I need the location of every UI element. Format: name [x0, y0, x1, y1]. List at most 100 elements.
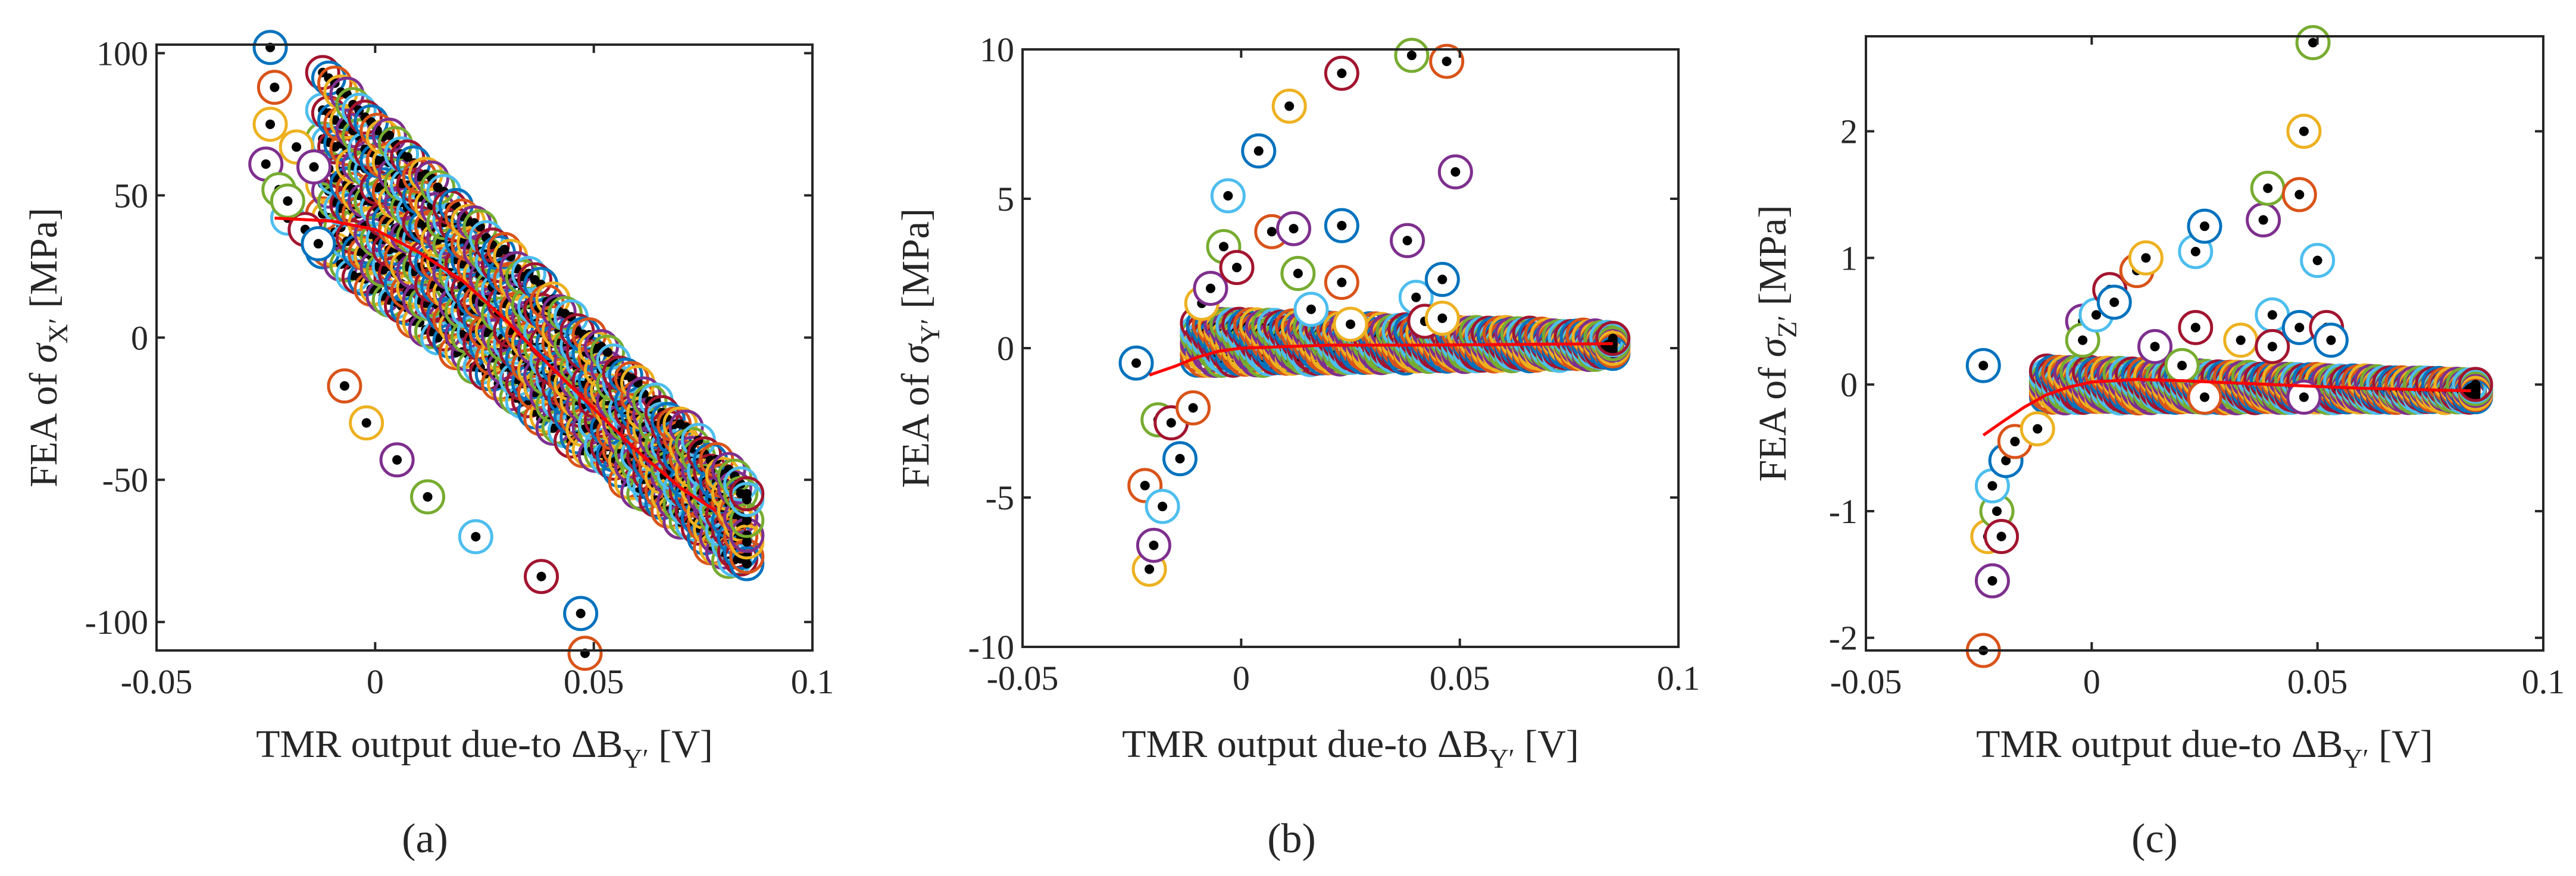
panel-b-outlier-dot	[1450, 167, 1461, 177]
panel-c-x-tick-label: 0	[2083, 662, 2100, 701]
panel-a-band-dot	[742, 489, 752, 499]
panel-c-outlier-dot	[1978, 361, 1989, 371]
panel-a-band-ring	[305, 55, 340, 90]
panel-a-x-tick-label: 0.1	[791, 662, 834, 701]
panel-a-ticks: -0.05 0 0.05 0.1 -100 -50 0 50 100	[85, 34, 834, 701]
panel-a-x-tick-label: 0	[367, 662, 384, 701]
panel-a-outlier-dot	[309, 162, 319, 172]
panel-a-x-label-suffix: [V]	[649, 722, 713, 766]
panel-b-outlier-dot	[1267, 227, 1277, 237]
panel-b-y-tick-label: -5	[986, 478, 1014, 517]
panel-a-outlier-dot	[261, 159, 271, 169]
panel-c-y-tick-label: 2	[1840, 112, 1858, 151]
panel-a-outlier-dot	[576, 608, 586, 618]
panel-c-y-label-symbol: σ	[1751, 336, 1795, 357]
panel-c-outlier-dot	[1996, 531, 2006, 542]
panel-c-outlier-dot	[2294, 189, 2305, 199]
panel-a-band-dot	[384, 130, 395, 140]
panel-a-band-dot	[499, 245, 509, 255]
panel-b-outlier-dot	[1406, 51, 1417, 61]
panel-a-outlier-dot	[471, 531, 481, 542]
panel-a-x-label-prefix: TMR output due-to ΔB	[256, 722, 623, 766]
panel-c-outlier-dot	[2308, 37, 2318, 48]
panel-b-y-tick-label: 5	[997, 180, 1014, 218]
panel-b-x-label-suffix: [V]	[1515, 722, 1579, 766]
panel-a-band-ring	[723, 466, 759, 502]
panel-c-outlier-dot	[2200, 221, 2209, 231]
panel-b-outlier-dot	[1346, 319, 1355, 329]
panel-b-band-dot	[1608, 333, 1618, 343]
panel-a-outlier-dot	[423, 492, 433, 502]
panel-b-marks	[1118, 37, 1631, 587]
panel-a-outlier-dot	[536, 571, 546, 581]
panel-b-outlier-dot	[1131, 358, 1142, 368]
panel-a-outlier-dot	[283, 196, 293, 206]
panel-c-outlier-dot	[2263, 183, 2273, 193]
panel-b-outlier-dot	[1284, 101, 1295, 111]
panel-a-band-ring	[420, 170, 456, 205]
panel-b-x-label-sub: Y′	[1489, 743, 1514, 774]
panel-b-x-tick-label: 0.05	[1430, 659, 1490, 697]
panel-c-outlier-dot	[2267, 342, 2277, 352]
panel-b-outlier-dot	[1437, 313, 1448, 323]
panel-c-outlier-dot	[2236, 335, 2246, 345]
panel-a-band-ring	[668, 409, 704, 445]
panel-b-x-tick-label: -0.05	[987, 659, 1059, 697]
panel-c-y-tick-label: -1	[1829, 492, 1858, 531]
panel-a-band-dot	[742, 559, 752, 569]
panel-a-band-ring	[377, 126, 413, 161]
panel-c-x-tick-label: 0.05	[2287, 662, 2348, 701]
panel-c-y-label-suffix: [MPa]	[1751, 205, 1795, 315]
panel-a-band-ring	[729, 502, 765, 538]
panel-c-outlier-dot	[2312, 255, 2322, 265]
panel-a-y-axis-label: FEA of σX′ [MPa]	[22, 208, 73, 487]
panel-c-outlier-dot	[2299, 126, 2309, 136]
panel-a-band-ring	[317, 65, 353, 101]
panel-a-outlier-dot	[339, 381, 349, 391]
panel-b-outlier-dot	[1289, 224, 1299, 234]
panel-a-outlier-dot	[270, 82, 280, 92]
panel-c: -0.05 0 0.05 0.1 -2 -1 0 1 2 TMR output due-to Δ…	[1751, 25, 2565, 862]
panel-b-outlier-dot	[1337, 277, 1347, 287]
panel-a-band-ring	[729, 546, 765, 581]
panel-a-band-ring	[426, 174, 462, 209]
panel-a-x-label-sub: Y′	[623, 743, 648, 774]
panel-b-band-ring	[1595, 321, 1631, 356]
panel-b-outlier-dot	[1223, 190, 1233, 201]
panel-c-outlier-dot	[2091, 310, 2101, 320]
panel-a-band-ring	[511, 256, 546, 292]
panel-b-outlier-dot	[1293, 268, 1303, 279]
panel-c-outlier-dot	[2294, 323, 2305, 333]
panel-b-y-label-sub: Y′	[915, 318, 945, 344]
panel-a-band-dot	[742, 515, 752, 525]
panel-c-fit-curve	[1982, 378, 2471, 437]
panel-c-outlier-dot	[2150, 342, 2160, 352]
panel-b-x-axis-label: TMR output due-to ΔBY′ [V]	[1122, 722, 1579, 774]
panel-b-x-tick-label: 0.1	[1657, 659, 1700, 697]
panel-b-y-tick-label: 0	[997, 329, 1014, 368]
panel-a-y-tick-label: 100	[96, 34, 148, 73]
panel-a-band-dot	[742, 537, 752, 547]
panel-a-band-ring	[717, 458, 752, 494]
panel-a-axes-frame	[155, 43, 814, 652]
panel-a-band-ring	[329, 247, 365, 283]
panel-a-y-tick-label: 50	[114, 176, 148, 215]
panel-c-x-label-sub: Y′	[2343, 743, 2368, 774]
panel-c-y-label-prefix: FEA of	[1751, 357, 1795, 481]
panel-b-outlier-dot	[1337, 68, 1347, 79]
panel-c-outlier-dot	[2177, 361, 2187, 371]
panel-b-outlier-dot	[1231, 262, 1242, 273]
panel-b-outlier-dot	[1442, 57, 1452, 67]
panel-b-outlier-dot	[1306, 304, 1316, 314]
panel-c-outlier-dot	[2141, 253, 2151, 263]
panel-a-x-tick-label: -0.05	[121, 662, 193, 701]
panel-c-x-axis-label: TMR output due-to ΔBY′ [V]	[1976, 722, 2433, 774]
panel-c-outlier-dot	[2033, 424, 2043, 434]
panel-b-outlier-dot	[1411, 292, 1421, 302]
panel-a-y-label-sub: X′	[43, 318, 73, 343]
panel-b-y-tick-label: 10	[980, 30, 1014, 69]
panel-c-x-tick-label: -0.05	[1830, 662, 1902, 701]
panel-b-outlier-dot	[1218, 242, 1228, 252]
panel-c-x-tick-label: 0.1	[2522, 662, 2565, 701]
